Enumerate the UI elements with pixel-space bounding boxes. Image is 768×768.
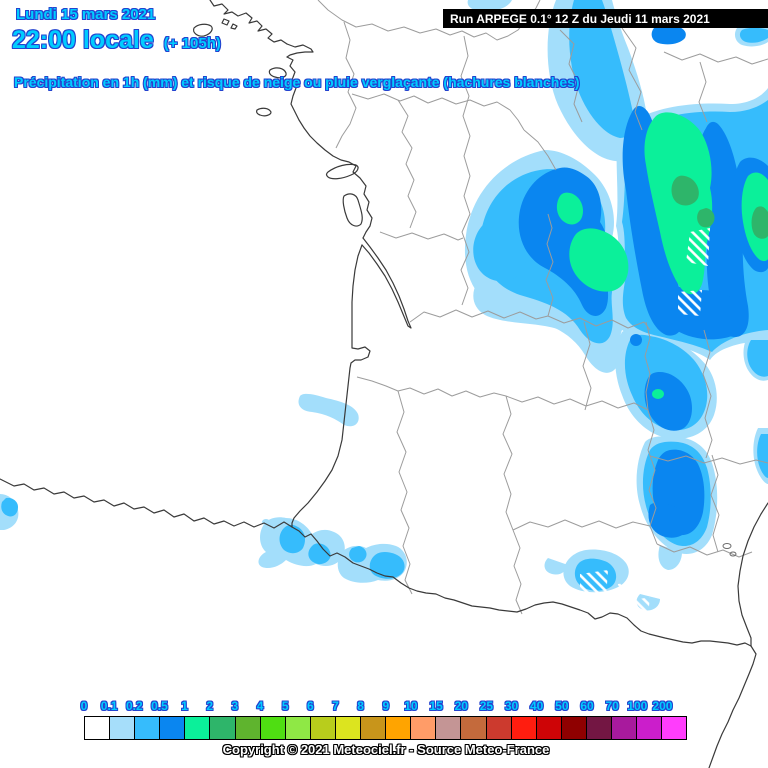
legend-cell [284,716,311,740]
legend-tick-label: 70 [605,699,619,713]
model-run-box: Run ARPEGE 0.1° 12 Z du Jeudi 11 mars 20… [443,9,768,28]
legend-tick-label: 40 [530,699,544,713]
legend-color-cells [84,716,688,740]
legend-tick-label: 30 [504,699,519,713]
legend-cell [159,716,186,740]
legend-cell [209,716,236,740]
legend-cell [610,716,638,740]
legend-cell [485,716,512,740]
date-label: Lundi 15 mars 2021 [16,6,156,23]
legend-tick-label: 3 [231,699,239,713]
legend-cell [510,716,537,740]
legend-cell [435,716,462,740]
legend-tick-label: 0.5 [151,699,168,713]
legend-cell [309,716,336,740]
legend-tick-label: 7 [332,699,339,713]
legend-cell [84,716,111,740]
precip-darkgreen-areas [671,175,768,239]
legend-cell [134,716,161,740]
legend-tick-label: 8 [357,699,364,713]
legend-tick-label: 0.2 [125,699,143,713]
legend-cell [234,716,261,740]
legend-tick-label: 2 [206,699,214,713]
legend-tick-labels: 0 0.1 0.2 0.5 1 2 3 4 5 6 7 8 9 10 15 20 25 30 40 50 60 70 100… [80,699,688,715]
forecast-offset-label: (+ 105h) [163,35,221,52]
legend-tick-label: 15 [429,699,443,713]
legend-tick-label: 200 [652,699,673,713]
legend-tick-label: 60 [580,699,594,713]
legend-cell [636,716,663,740]
legend-cell [460,716,487,740]
sleet-hatch-areas [580,228,710,616]
legend-tick-label: 50 [555,699,569,713]
legend-cell [360,716,387,740]
legend-tick-label: 10 [404,699,418,713]
legend-tick-label: 25 [479,699,494,713]
copyright-label: Copyright © 2021 Meteociel.fr - Source M… [222,742,550,757]
map-subtitle: Précipitation en 1h (mm) et risque de ne… [14,74,580,90]
legend-tick-label: 5 [281,699,289,713]
legend-tick-label: 20 [454,699,468,713]
legend-tick-label: 100 [627,699,648,713]
legend-cell [535,716,562,740]
legend-tick-label: 4 [256,699,264,713]
legend-cell [184,716,211,740]
precipitation-legend: 0 0.1 0.2 0.5 1 2 3 4 5 6 7 8 9 10 15 20 25 30 40 50 60 70 100… [80,699,688,740]
time-row: 22:00 locale (+ 105h) [12,26,221,55]
legend-cell [334,716,362,740]
legend-tick-label: 1 [181,699,188,713]
legend-cell [109,716,136,740]
legend-cell [661,716,688,740]
legend-cell [259,716,286,740]
legend-cell [385,716,412,740]
legend-cell [585,716,612,740]
legend-tick-label: 0 [80,699,88,713]
department-borders [317,0,768,615]
legend-tick-label: 6 [307,699,314,713]
model-run-label: Run ARPEGE 0.1° 12 Z du Jeudi 11 mars 20… [450,11,710,26]
legend-tick-label: 0.1 [100,699,118,713]
legend-cell [410,716,437,740]
legend-tick-label: 9 [382,699,390,713]
legend-cell [560,716,587,740]
time-label: 22:00 locale [12,26,154,54]
